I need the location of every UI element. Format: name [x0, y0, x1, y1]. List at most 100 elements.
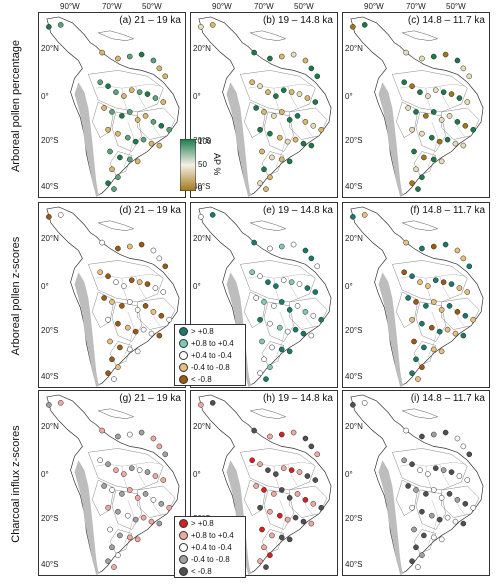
- site-marker: [46, 24, 52, 30]
- site-marker: [105, 316, 111, 323]
- site-marker: [421, 154, 427, 161]
- river: [135, 86, 146, 109]
- map-canvas: [46, 16, 180, 197]
- basin-boundary: [441, 485, 480, 518]
- site-marker: [261, 356, 267, 363]
- site-marker: [257, 461, 263, 468]
- site-marker: [438, 307, 445, 313]
- site-marker: [111, 186, 117, 192]
- river: [135, 464, 146, 487]
- site-marker: [150, 247, 157, 254]
- basin-boundary: [109, 151, 132, 176]
- site-marker: [440, 89, 447, 95]
- site-marker: [444, 326, 451, 333]
- site-marker: [417, 279, 423, 285]
- site-marker: [109, 487, 115, 493]
- lat-label: 20°N: [345, 44, 363, 53]
- site-marker: [126, 53, 133, 60]
- map-panel-i: (i) 14.8 – 11.7 ka: [342, 390, 490, 576]
- site-marker: [454, 308, 461, 315]
- site-marker: [105, 83, 111, 90]
- andes-elevation: [378, 272, 405, 387]
- site-marker: [269, 344, 275, 351]
- site-marker: [430, 534, 437, 541]
- panel-label: (i) 14.8 – 11.7 ka: [410, 393, 485, 404]
- site-marker: [156, 443, 163, 450]
- continent-outline: [198, 16, 332, 196]
- site-marker: [276, 134, 283, 141]
- lat-label: 20°N: [193, 44, 211, 53]
- site-marker: [269, 532, 275, 539]
- ap-tick-0: 0: [198, 184, 203, 193]
- river: [439, 86, 450, 109]
- site-marker: [286, 348, 293, 355]
- lat-label: 20°S: [345, 326, 363, 335]
- site-marker: [150, 308, 157, 315]
- lon-label: 70°W: [102, 2, 122, 11]
- site-marker: [290, 241, 297, 248]
- basin-boundary: [441, 107, 480, 140]
- lat-label: 40°S: [345, 182, 363, 191]
- site-marker: [296, 281, 303, 287]
- basin-boundary: [261, 529, 284, 554]
- legend-swatch: [179, 543, 188, 553]
- site-marker: [292, 136, 299, 143]
- lat-label: 0°: [193, 282, 201, 291]
- site-marker: [425, 283, 431, 289]
- site-marker: [259, 148, 265, 155]
- charcoal-legend-item-0: > +0.8: [179, 519, 214, 529]
- site-marker: [136, 89, 143, 95]
- basin-boundary: [92, 291, 115, 328]
- site-marker: [109, 299, 115, 305]
- site-marker: [296, 469, 303, 475]
- basin-boundary: [92, 101, 115, 138]
- site-marker: [142, 303, 149, 309]
- site-marker: [419, 245, 425, 252]
- site-marker: [132, 138, 139, 145]
- legend-swatch: [179, 531, 188, 541]
- pollen-legend-item-2: +0.4 to -0.4: [179, 351, 232, 361]
- pollen-legend-item-4: < -0.8: [179, 375, 212, 385]
- river: [275, 311, 286, 358]
- river: [427, 121, 438, 168]
- site-marker: [300, 140, 307, 147]
- site-marker: [278, 156, 285, 163]
- ap-tick-50: 50: [198, 160, 207, 169]
- site-marker: [115, 552, 121, 559]
- site-marker: [126, 243, 133, 250]
- site-marker: [314, 451, 321, 458]
- ap-colorbar: 100 50 0 AP %: [179, 137, 222, 193]
- site-marker: [278, 534, 285, 541]
- site-marker: [263, 186, 269, 192]
- site-marker: [276, 324, 283, 331]
- map-canvas: [46, 394, 180, 575]
- site-marker: [156, 65, 163, 72]
- charcoal-legend-item-3: -0.4 to -0.8: [179, 555, 230, 565]
- site-marker: [421, 532, 427, 539]
- site-marker: [405, 295, 411, 301]
- basin-boundary: [392, 448, 468, 491]
- river: [273, 88, 280, 112]
- site-marker: [409, 558, 415, 564]
- site-marker: [413, 299, 419, 305]
- site-marker: [438, 348, 445, 355]
- basin-boundary: [413, 341, 436, 366]
- lon-label: 70°W: [406, 2, 426, 11]
- legend-label: +0.8 to +0.4: [191, 531, 234, 540]
- site-marker: [350, 402, 356, 408]
- site-marker: [312, 477, 319, 483]
- site-marker: [278, 346, 285, 353]
- site-marker: [442, 241, 449, 248]
- site-marker: [425, 93, 431, 99]
- site-marker: [460, 332, 467, 339]
- map-canvas: [198, 16, 332, 197]
- site-marker: [126, 109, 133, 115]
- site-marker: [403, 239, 409, 246]
- site-marker: [249, 269, 255, 276]
- site-marker: [267, 245, 273, 252]
- site-marker: [419, 320, 425, 327]
- site-marker: [430, 431, 437, 438]
- site-marker: [140, 326, 147, 333]
- site-marker: [423, 113, 429, 119]
- site-marker: [46, 402, 52, 408]
